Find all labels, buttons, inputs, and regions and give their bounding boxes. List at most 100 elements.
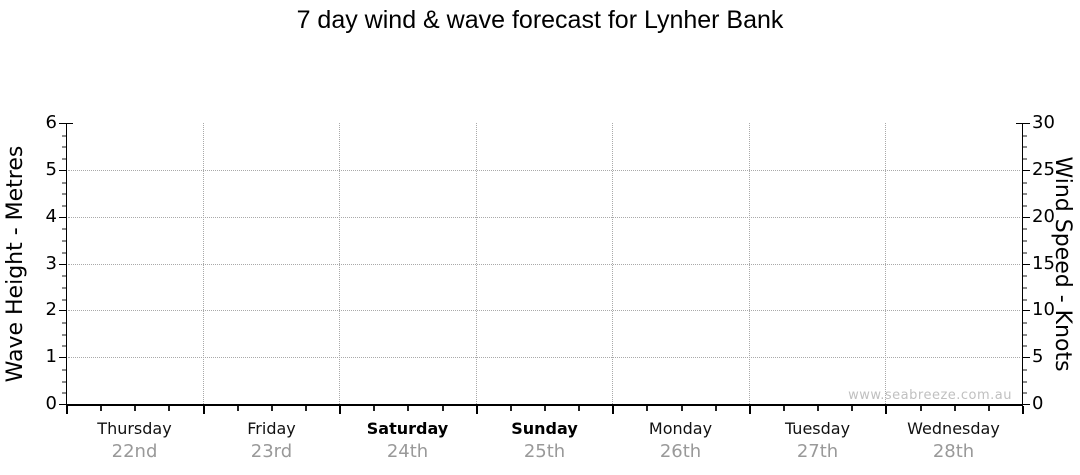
left-axis-tick-label: 3: [45, 252, 57, 274]
right-axis-tick-label: 15: [1032, 252, 1055, 274]
right-axis-minor-tick: [1023, 286, 1027, 289]
x-axis-minor-tick: [442, 406, 444, 411]
right-axis-top-cap: [1016, 123, 1022, 124]
x-axis-minor-tick: [954, 406, 956, 411]
right-axis-minor-tick: [1023, 146, 1027, 149]
left-axis-tick-label: 6: [45, 112, 57, 133]
left-axis-minor-tick: [62, 240, 66, 243]
right-axis-tick-label: 5: [1032, 346, 1044, 368]
x-axis-minor-tick: [544, 406, 546, 411]
bottom-axis-line: [66, 404, 1023, 406]
left-axis-minor-tick: [62, 286, 66, 289]
right-axis-minor-tick: [1023, 298, 1027, 301]
left-axis-tick-label: 0: [45, 393, 57, 414]
right-axis-minor-tick: [1023, 322, 1027, 325]
x-axis-day-boundary-tick: [203, 406, 205, 414]
right-axis-minor-tick: [1023, 333, 1027, 336]
x-axis-day-label: Friday: [247, 419, 296, 438]
right-axis-tick-label: 25: [1032, 158, 1055, 180]
x-axis-date-label: 28th: [932, 441, 975, 462]
right-axis-minor-tick: [1023, 193, 1027, 196]
left-axis-minor-tick: [62, 134, 66, 137]
right-axis-tick-label: 10: [1032, 299, 1055, 321]
x-axis-minor-tick: [817, 406, 819, 411]
right-axis-major-tick: [1023, 216, 1030, 218]
left-axis-minor-tick: [62, 368, 66, 371]
left-axis-minor-tick: [62, 345, 66, 348]
vertical-gridline: [339, 123, 340, 404]
left-axis-minor-tick: [62, 228, 66, 231]
vertical-gridline: [749, 123, 750, 404]
left-axis-minor-tick: [62, 181, 66, 184]
horizontal-gridline: [68, 310, 1020, 312]
x-axis-minor-tick: [305, 406, 307, 411]
right-axis-major-tick: [1023, 404, 1030, 405]
x-axis-date-label: 27th: [796, 441, 839, 462]
x-axis-day-label: Thursday: [97, 419, 172, 438]
left-axis-top-cap: [67, 123, 73, 124]
right-axis-major-tick: [1023, 310, 1030, 312]
left-axis-major-tick: [59, 169, 66, 171]
left-axis-minor-tick: [62, 275, 66, 278]
x-axis-minor-tick: [681, 406, 683, 411]
vertical-gridline: [612, 123, 613, 404]
x-axis-day-boundary-tick: [612, 406, 614, 414]
left-axis-major-tick: [59, 357, 66, 359]
x-axis-day-boundary-tick: [476, 406, 478, 414]
left-axis-tick-label: 4: [45, 205, 57, 227]
right-axis-major-tick: [1023, 357, 1030, 359]
vertical-gridline: [476, 123, 477, 404]
x-axis-minor-tick: [578, 406, 580, 411]
right-axis-minor-tick: [1023, 158, 1027, 161]
x-axis-date-label: 23rd: [250, 441, 293, 462]
vertical-gridline: [203, 123, 204, 404]
right-axis-major-tick: [1023, 123, 1030, 124]
x-axis-minor-tick: [646, 406, 648, 411]
x-axis-day-label: Saturday: [366, 419, 449, 438]
right-axis-minor-tick: [1023, 345, 1027, 348]
x-axis-minor-tick: [851, 406, 853, 411]
left-axis-minor-tick: [62, 193, 66, 196]
left-axis-minor-tick: [62, 322, 66, 325]
x-axis-minor-tick: [407, 406, 409, 411]
x-axis-minor-tick: [373, 406, 375, 411]
left-axis-minor-tick: [62, 380, 66, 383]
left-axis-major-tick: [59, 404, 66, 405]
left-axis-minor-tick: [62, 158, 66, 161]
left-axis-minor-tick: [62, 146, 66, 149]
right-axis-minor-tick: [1023, 392, 1027, 395]
x-axis-minor-tick: [237, 406, 239, 411]
right-axis-minor-tick: [1023, 240, 1027, 243]
x-axis-date-label: 22nd: [111, 441, 158, 462]
left-axis-minor-tick: [62, 298, 66, 301]
right-axis-minor-tick: [1023, 275, 1027, 278]
left-axis-major-tick: [59, 123, 66, 124]
x-axis-minor-tick: [920, 406, 922, 411]
x-axis-date-label: 25th: [523, 441, 566, 462]
right-axis-major-tick: [1023, 263, 1030, 265]
right-axis-minor-tick: [1023, 134, 1027, 137]
x-axis-day-label: Wednesday: [907, 419, 1000, 438]
right-axis-major-tick: [1023, 169, 1030, 171]
x-axis-day-label: Monday: [648, 419, 713, 438]
horizontal-gridline: [68, 216, 1020, 218]
left-axis-tick-label: 5: [45, 158, 57, 180]
left-axis-line: [66, 123, 67, 406]
left-axis-minor-tick: [62, 251, 66, 254]
left-axis-minor-tick: [62, 333, 66, 336]
left-axis-minor-tick: [62, 392, 66, 395]
left-axis-tick-label: 2: [45, 299, 57, 321]
left-axis-major-tick: [59, 216, 66, 218]
x-axis-minor-tick: [134, 406, 136, 411]
right-axis-minor-tick: [1023, 380, 1027, 383]
x-axis-day-boundary-tick: [339, 406, 341, 414]
horizontal-gridline: [68, 169, 1020, 171]
x-axis-minor-tick: [988, 406, 990, 411]
right-axis-tick-label: 30: [1032, 112, 1055, 133]
x-axis-date-label: 24th: [386, 441, 429, 462]
horizontal-gridline: [68, 357, 1020, 359]
x-axis-minor-tick: [168, 406, 170, 411]
watermark: www.seabreeze.com.au: [848, 388, 1012, 403]
right-axis-minor-tick: [1023, 228, 1027, 231]
